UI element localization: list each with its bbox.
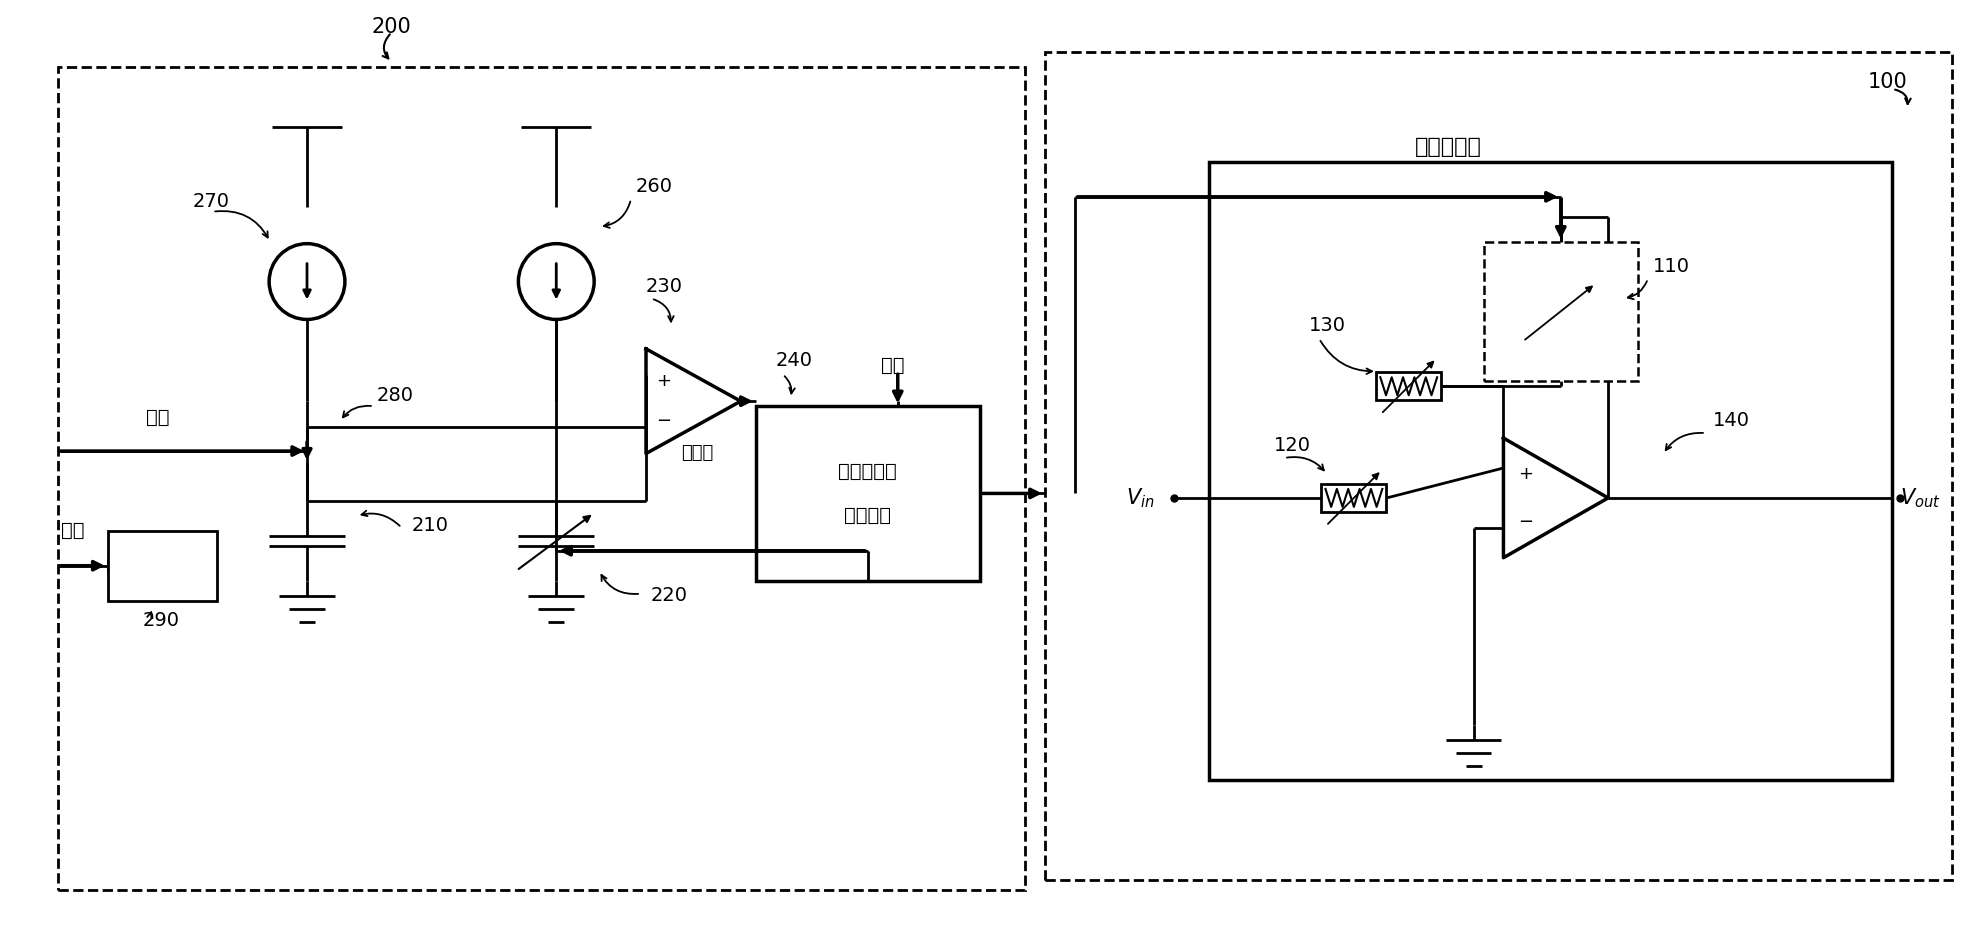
Text: 比较器: 比较器: [681, 444, 712, 462]
Text: −: −: [657, 412, 671, 431]
Text: 260: 260: [636, 177, 673, 196]
Text: 110: 110: [1653, 256, 1691, 275]
Text: 算法模块: 算法模块: [844, 505, 892, 525]
Text: 100: 100: [1868, 72, 1907, 92]
Text: $V_{out}$: $V_{out}$: [1901, 486, 1940, 510]
Bar: [1321, 484, 1385, 512]
Text: 270: 270: [193, 192, 230, 211]
Text: 220: 220: [651, 586, 689, 605]
Bar: [108, 531, 216, 601]
Text: 210: 210: [411, 516, 449, 534]
Text: 频率控制码: 频率控制码: [1415, 137, 1482, 157]
Text: 240: 240: [775, 351, 813, 371]
Text: +: +: [657, 373, 671, 390]
Text: 二进制搜索: 二进制搜索: [838, 462, 897, 481]
Text: 200: 200: [372, 17, 411, 37]
Text: 时钟: 时钟: [61, 520, 85, 540]
Polygon shape: [646, 349, 740, 454]
Text: −: −: [1517, 513, 1533, 531]
Text: 时钟: 时钟: [146, 408, 169, 427]
Text: +: +: [1517, 465, 1533, 483]
Bar: [1208, 162, 1893, 780]
Text: 230: 230: [646, 276, 683, 296]
Bar: [756, 406, 980, 580]
Text: $V_{in}$: $V_{in}$: [1126, 486, 1155, 510]
Text: 280: 280: [376, 387, 413, 405]
Polygon shape: [1504, 438, 1608, 558]
Text: 130: 130: [1309, 316, 1346, 335]
Text: 290: 290: [142, 610, 179, 630]
Text: 140: 140: [1712, 411, 1750, 431]
Text: 时钟: 时钟: [882, 357, 905, 375]
Ellipse shape: [518, 243, 594, 319]
Text: 120: 120: [1273, 436, 1311, 455]
Bar: [1376, 373, 1441, 401]
Ellipse shape: [270, 243, 344, 319]
FancyBboxPatch shape: [1484, 241, 1637, 381]
